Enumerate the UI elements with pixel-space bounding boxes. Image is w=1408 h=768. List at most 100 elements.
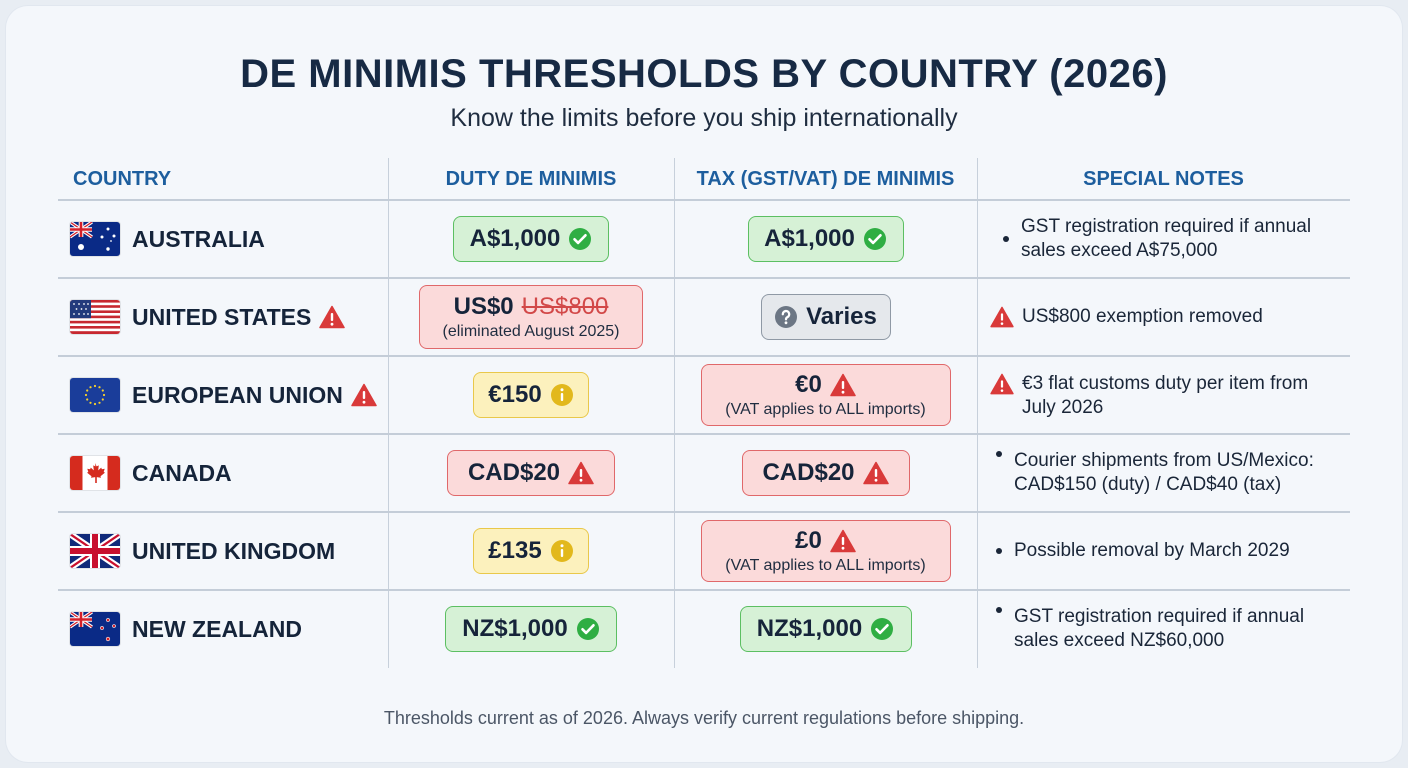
note-cell: GST registration required if annual sale… [1003,200,1343,278]
duty-badge: NZ$1,000 [445,606,617,652]
warning-icon [990,306,1014,328]
tax-value: NZ$1,000 [756,615,863,642]
info-icon [550,539,574,563]
warning-icon [351,383,377,407]
tax-cell: £0 (VAT applies to ALL imports) [674,512,977,590]
info-icon [550,383,574,407]
warning-icon [568,461,594,485]
duty-value: CAD$20 [467,459,561,486]
table-row-australia: AUSTRALIA A$1,000 A$1,000 GST registrati… [58,200,1350,278]
nz-flag-icon [70,612,120,646]
tax-badge: NZ$1,000 [739,606,912,652]
us-flag-icon [70,300,120,334]
table-row-european-union: EUROPEAN UNION €150 €0 (VAT applies to A… [58,356,1350,434]
tax-badge: £0 (VAT applies to ALL imports) [700,520,951,582]
column-divider [977,158,978,668]
footer-disclaimer: Thresholds current as of 2026. Always ve… [383,708,1025,728]
check-icon [863,227,887,251]
country-name: CANADA [132,459,232,486]
warning-icon [830,373,856,397]
tax-value: £0 [795,527,822,554]
table-row-canada: CANADA CAD$20 CAD$20 Courier shipments f… [58,434,1350,512]
row-divider [58,355,1350,357]
duty-value: NZ$1,000 [462,615,568,642]
country-name: UNITED STATES [132,303,312,330]
row-divider [58,199,1350,201]
duty-value: A$1,000 [469,225,561,252]
tax-note: (VAT applies to ALL imports) [725,557,926,574]
table-row-united-kingdom: UNITED KINGDOM £135 £0 (VAT applies to A… [58,512,1350,590]
duty-badge: €150 [473,372,589,418]
country-name: AUSTRALIA [132,225,265,252]
country-name: EUROPEAN UNION [132,381,343,408]
bullet-icon [996,548,1002,554]
australia-flag-icon [70,222,120,256]
header-duty: DUTY DE MINIMIS [445,168,617,190]
country-cell: UNITED KINGDOM [70,512,335,590]
warning-icon [990,373,1014,395]
duty-cell: NZ$1,000 [388,590,674,668]
duty-cell: €150 [388,356,674,434]
page-title: DE MINIMIS THRESHOLDS BY COUNTRY (2026) [240,52,1168,96]
table-row-new-zealand: NEW ZEALAND NZ$1,000 NZ$1,000 GST regist… [58,590,1350,668]
duty-value: €150 [488,381,542,408]
warning-icon [863,461,889,485]
warning-icon [830,529,856,553]
tax-value: €0 [795,371,822,398]
row-divider [58,589,1350,591]
column-divider [388,158,389,668]
duty-cell: A$1,000 [388,200,674,278]
tax-badge: CAD$20 [741,450,910,496]
note-text: GST registration required if annual sale… [1014,606,1305,651]
header-tax: TAX (GST/VAT) DE MINIMIS [696,168,955,190]
tax-cell: NZ$1,000 [674,590,977,668]
note-cell: Courier shipments from US/Mexico: CAD$15… [996,434,1346,512]
tax-badge: €0 (VAT applies to ALL imports) [700,364,951,426]
row-divider [58,511,1350,513]
uk-flag-icon [70,534,120,568]
row-divider [58,433,1350,435]
header-notes: SPECIAL NOTES [1083,168,1244,190]
country-name: UNITED KINGDOM [132,537,336,564]
country-cell: AUSTRALIA [70,200,265,278]
country-cell: CANADA [70,434,232,512]
tax-value: CAD$20 [762,459,855,486]
duty-badge: US$0 US$800 (eliminated August 2025) [419,285,643,349]
header-country: COUNTRY [73,168,172,190]
note-cell: US$800 exemption removed [990,278,1350,356]
tax-badge: A$1,000 [747,216,904,262]
note-text: Courier shipments from US/Mexico: CAD$15… [1014,450,1314,495]
duty-old-value: US$800 [521,293,609,320]
check-icon [568,227,592,251]
eu-flag-icon [70,378,120,412]
duty-cell: US$0 US$800 (eliminated August 2025) [388,278,674,356]
tax-note: (VAT applies to ALL imports) [725,401,926,418]
tax-badge: Varies [760,294,891,340]
tax-cell: CAD$20 [674,434,977,512]
country-cell: UNITED STATES [70,278,345,356]
country-name: NEW ZEALAND [132,615,302,642]
country-cell: NEW ZEALAND [70,590,302,668]
duty-note: (eliminated August 2025) [442,323,620,340]
duty-badge: A$1,000 [453,216,609,262]
table-row-united-states: UNITED STATES US$0 US$800 (eliminated Au… [58,278,1350,356]
duty-cell: CAD$20 [388,434,674,512]
page-subtitle: Know the limits before you ship internat… [450,104,958,132]
check-icon [576,617,600,641]
check-icon [870,617,894,641]
row-divider [58,277,1350,279]
duty-badge: £135 [473,528,589,574]
duty-value: US$0 [453,293,514,320]
note-cell: GST registration required if annual sale… [996,590,1346,668]
note-text: US$800 exemption removed [1022,306,1263,327]
warning-icon [319,305,345,329]
duty-badge: CAD$20 [447,450,615,496]
bullet-icon [1003,236,1009,242]
note-cell: €3 flat customs duty per item from July … [990,356,1320,434]
column-divider [674,158,675,668]
tax-value: Varies [806,303,877,330]
tax-cell: Varies [674,278,977,356]
note-text: €3 flat customs duty per item from July … [1022,373,1309,418]
bullet-icon [996,607,1002,613]
country-cell: EUROPEAN UNION [70,356,377,434]
